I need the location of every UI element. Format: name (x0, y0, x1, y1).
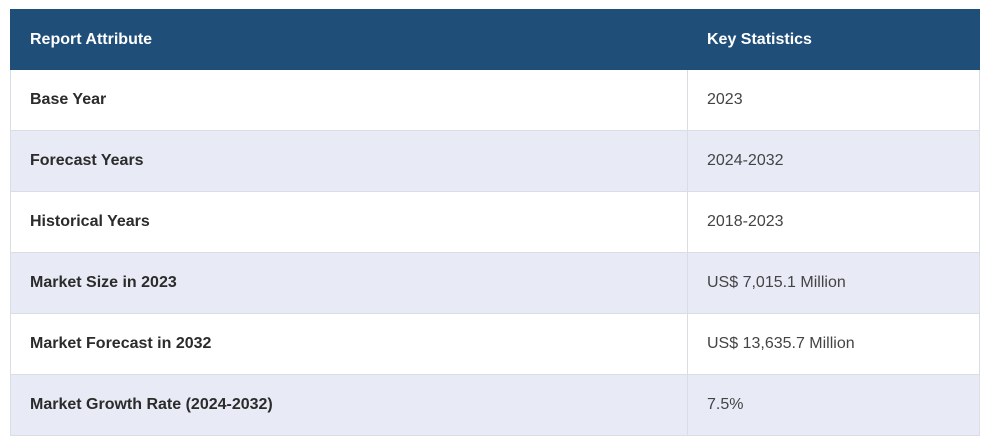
table-row: Market Forecast in 2032 US$ 13,635.7 Mil… (10, 313, 980, 375)
row-value: US$ 7,015.1 Million (687, 252, 980, 314)
row-attribute: Market Size in 2023 (10, 252, 688, 314)
table-row: Historical Years 2018-2023 (10, 191, 980, 253)
report-attributes-table: Report Attribute Key Statistics Base Yea… (10, 9, 980, 436)
row-attribute: Market Growth Rate (2024-2032) (10, 374, 688, 436)
row-attribute: Base Year (10, 69, 688, 131)
row-value: 2023 (687, 69, 980, 131)
header-key-statistics: Key Statistics (687, 9, 980, 70)
row-attribute: Historical Years (10, 191, 688, 253)
table-header-row: Report Attribute Key Statistics (10, 9, 980, 70)
row-attribute: Market Forecast in 2032 (10, 313, 688, 375)
table-row: Market Size in 2023 US$ 7,015.1 Million (10, 252, 980, 314)
row-value: 7.5% (687, 374, 980, 436)
row-value: 2018-2023 (687, 191, 980, 253)
row-attribute: Forecast Years (10, 130, 688, 192)
table-row: Base Year 2023 (10, 69, 980, 131)
row-value: US$ 13,635.7 Million (687, 313, 980, 375)
table-row: Forecast Years 2024-2032 (10, 130, 980, 192)
table-row: Market Growth Rate (2024-2032) 7.5% (10, 374, 980, 436)
row-value: 2024-2032 (687, 130, 980, 192)
header-report-attribute: Report Attribute (10, 9, 688, 70)
